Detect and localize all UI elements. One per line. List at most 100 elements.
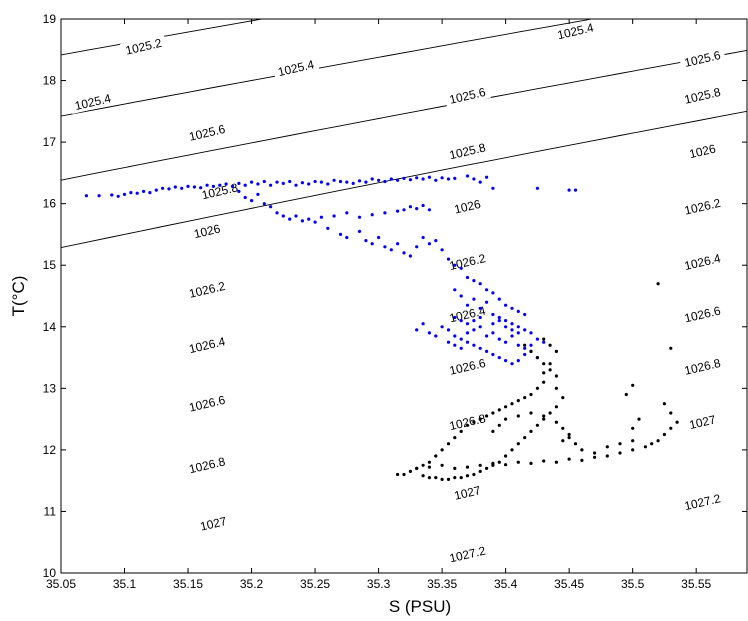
- data-point: [510, 402, 514, 406]
- x-tick-label: 35.55: [681, 577, 711, 591]
- contour-label-group: 1025.8: [678, 83, 726, 108]
- data-point: [211, 184, 215, 188]
- contour-label-bg: [678, 353, 726, 379]
- data-point: [269, 205, 273, 209]
- data-point: [237, 181, 241, 185]
- data-point: [631, 383, 635, 387]
- contour-label-bg: [183, 276, 231, 302]
- data-point: [262, 179, 266, 184]
- contour-line-11: [61, 19, 265, 56]
- axis-ticks: 35.05 35.1 35.15 35.2 35.25 35.3 35.35 35.4 35.4…: [43, 12, 747, 591]
- contour-label: 1025.4: [277, 57, 316, 79]
- data-point: [472, 328, 476, 332]
- contour-label-group: 1027.2: [443, 541, 491, 567]
- contour-label-bg: [443, 83, 491, 108]
- data-point: [180, 186, 184, 190]
- data-point: [415, 466, 419, 470]
- contour-label: 1026.6: [683, 303, 722, 325]
- data-point: [148, 191, 152, 195]
- data-point: [256, 182, 260, 186]
- data-point: [294, 183, 298, 187]
- data-point: [421, 203, 425, 208]
- data-point: [281, 214, 285, 218]
- contour-label: 1027.2: [683, 491, 722, 513]
- y-tick-label: 14: [43, 320, 57, 334]
- data-point: [516, 331, 520, 335]
- data-point: [421, 322, 425, 326]
- data-point: [478, 306, 482, 310]
- data-point: [370, 213, 374, 217]
- data-point: [675, 420, 679, 424]
- data-point: [434, 334, 438, 338]
- data-point: [497, 337, 501, 341]
- contour-label: 1026.2: [448, 251, 487, 273]
- data-point: [491, 411, 495, 415]
- data-point: [472, 297, 476, 301]
- data-point: [497, 297, 501, 301]
- data-point: [504, 303, 508, 307]
- contour-label-bg: [443, 138, 491, 164]
- contour-label-bg: [450, 195, 485, 218]
- data-point: [357, 215, 362, 219]
- data-point: [465, 331, 470, 335]
- data-point: [465, 423, 470, 427]
- data-point: [510, 448, 514, 452]
- data-point: [326, 226, 330, 230]
- data-point: [453, 288, 457, 292]
- data-point: [224, 182, 228, 186]
- data-point: [580, 448, 584, 452]
- x-tick-label: 35.5: [621, 577, 645, 591]
- data-point: [402, 251, 406, 255]
- contour-label-group: 1025.2: [119, 33, 168, 59]
- data-point: [370, 242, 374, 246]
- data-point: [523, 328, 527, 332]
- data-point: [478, 417, 482, 421]
- data-point: [516, 359, 520, 363]
- y-tick-label: 15: [43, 258, 57, 272]
- data-point: [389, 248, 393, 252]
- data-point: [345, 211, 349, 215]
- data-point: [491, 312, 495, 317]
- data-point: [453, 436, 457, 440]
- data-point: [294, 214, 298, 218]
- contour-label: 1025.6: [683, 48, 722, 70]
- contour-label-group: 1026.8: [443, 409, 491, 435]
- data-points: [84, 174, 679, 481]
- data-point: [523, 343, 527, 347]
- contour-label-group: 1026.8: [678, 353, 726, 379]
- data-point: [415, 328, 419, 332]
- data-point: [573, 188, 578, 192]
- contour-label-group: 1026: [190, 220, 224, 242]
- data-point: [459, 346, 463, 350]
- data-point: [402, 208, 406, 212]
- data-point: [434, 476, 438, 480]
- data-point: [97, 194, 101, 198]
- data-point: [535, 423, 540, 427]
- contour-label-group: 1026.6: [678, 301, 726, 327]
- density-contours: 1025.21025.41025.41025.41025.61025.61025…: [61, 18, 747, 567]
- data-point: [491, 331, 495, 335]
- data-point: [440, 325, 444, 329]
- contour-label-bg: [443, 353, 491, 379]
- axes: [60, 18, 748, 574]
- data-point: [446, 442, 451, 446]
- data-point: [669, 426, 673, 430]
- data-point: [440, 448, 444, 452]
- y-tick-label: 13: [43, 381, 57, 395]
- data-point: [396, 178, 400, 182]
- contour-label-bg: [685, 139, 720, 162]
- data-point: [618, 442, 622, 446]
- data-point: [554, 386, 559, 390]
- data-point: [408, 469, 412, 473]
- contour-label: 1027: [688, 412, 717, 432]
- data-point: [504, 454, 508, 458]
- data-point: [535, 356, 540, 360]
- data-point: [465, 474, 470, 478]
- contour-label: 1025.2: [124, 36, 163, 58]
- contour-label-group: 1026.2: [183, 276, 231, 302]
- data-point: [510, 328, 514, 332]
- data-point: [510, 334, 514, 338]
- contour-label: 1025.6: [448, 85, 487, 107]
- contour-label-bg: [272, 55, 320, 81]
- data-point: [383, 245, 387, 249]
